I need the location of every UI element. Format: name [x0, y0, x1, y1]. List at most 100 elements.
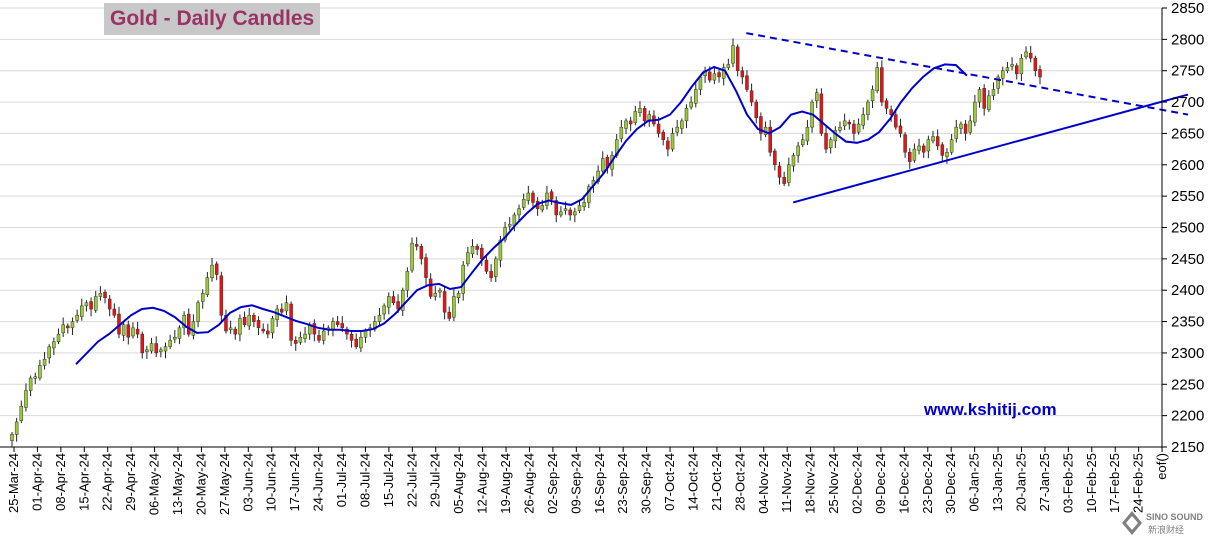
- candle-down: [484, 259, 489, 272]
- x-tick-label: 20-Jan-25: [1013, 453, 1028, 512]
- candle-up: [633, 111, 638, 124]
- candle-up: [996, 76, 1000, 89]
- candle-up: [726, 64, 731, 68]
- candle-up: [47, 346, 51, 359]
- y-tick-label: 2700: [1171, 94, 1204, 111]
- y-tick-label: 2150: [1171, 439, 1204, 456]
- candle-up: [121, 324, 126, 336]
- x-tick-label: 16-Dec-24: [896, 453, 911, 514]
- candle-down: [921, 145, 926, 153]
- candle-down: [391, 296, 396, 304]
- x-tick-label: 04-Nov-24: [756, 453, 771, 514]
- candle-up: [494, 258, 498, 277]
- candle-up: [80, 305, 84, 317]
- candle-up: [1001, 70, 1005, 79]
- candle-up: [56, 333, 61, 342]
- candle-up: [731, 45, 735, 64]
- candle-down: [749, 90, 754, 103]
- candle-down: [447, 311, 451, 319]
- sma-line: [75, 63, 968, 365]
- x-tick-label: 10-Feb-25: [1084, 453, 1099, 513]
- candle-up: [400, 289, 405, 311]
- x-tick-label: 22-Jul-24: [404, 453, 419, 507]
- candle-up: [238, 318, 242, 335]
- x-tick-label: 29-Jul-24: [428, 453, 443, 507]
- candle-down: [935, 136, 940, 147]
- x-tick-label: 08-Apr-24: [53, 453, 68, 511]
- candle-up: [1010, 64, 1014, 67]
- candle-up: [433, 293, 438, 297]
- x-tick-label: 28-Oct-24: [732, 453, 747, 511]
- candle-down: [889, 109, 893, 115]
- y-tick-label: 2350: [1171, 314, 1204, 331]
- candle-down: [289, 303, 293, 341]
- candle-up: [801, 139, 805, 145]
- x-tick-label: 22-Apr-24: [100, 453, 115, 511]
- candle-up: [949, 139, 954, 153]
- candle-up: [503, 227, 507, 241]
- candle-up: [545, 192, 549, 206]
- candle-up: [842, 120, 847, 127]
- candle-up: [168, 340, 172, 347]
- candle-down: [754, 101, 759, 118]
- candle-up: [200, 293, 205, 302]
- x-tick-label: 23-Sep-24: [615, 453, 630, 514]
- candle-down: [489, 271, 493, 278]
- candle-down: [735, 46, 740, 71]
- candle-down: [666, 140, 670, 150]
- candle-down: [354, 338, 358, 347]
- candle-up: [596, 170, 600, 182]
- candle-up: [684, 108, 689, 122]
- candle-up: [973, 101, 977, 123]
- candle-down: [1014, 65, 1019, 75]
- x-tick-label: 20-May-24: [193, 453, 208, 515]
- candle-up: [987, 95, 991, 110]
- candle-down: [549, 191, 554, 200]
- candle-down: [661, 131, 665, 140]
- candle-up: [587, 186, 591, 203]
- candle-up: [84, 302, 89, 307]
- candle-up: [377, 315, 382, 322]
- y-tick-label: 2450: [1171, 251, 1204, 268]
- candle-down: [1033, 57, 1038, 71]
- x-tick-label: eof(): [1154, 453, 1169, 480]
- x-tick-label: 15-Apr-24: [76, 453, 91, 511]
- candle-up: [228, 327, 233, 330]
- candle-down: [880, 67, 884, 103]
- candle-down: [773, 150, 777, 166]
- lower-trendline: [792, 93, 1189, 204]
- candle-up: [331, 321, 335, 330]
- candle-up: [838, 126, 842, 131]
- candle-down: [419, 246, 424, 260]
- candle-up: [61, 324, 65, 334]
- candle-up: [19, 405, 24, 421]
- candle-up: [14, 421, 19, 435]
- candle-down: [1038, 69, 1042, 78]
- candle-up: [498, 239, 503, 261]
- candle-down: [112, 308, 117, 316]
- candle-up: [93, 296, 98, 311]
- y-tick-label: 2250: [1171, 376, 1204, 393]
- y-tick-label: 2750: [1171, 63, 1204, 80]
- candle-down: [349, 333, 354, 341]
- candle-up: [42, 358, 47, 366]
- candle-down: [66, 325, 70, 329]
- candle-up: [182, 315, 186, 329]
- candle-up: [856, 123, 861, 133]
- candle-up: [303, 333, 307, 339]
- candle-up: [540, 205, 545, 211]
- x-tick-label: 16-Sep-24: [592, 453, 607, 514]
- y-tick-label: 2650: [1171, 125, 1204, 142]
- candle-up: [284, 302, 289, 312]
- candle-up: [159, 349, 163, 352]
- candle-down: [396, 301, 400, 310]
- x-tick-label: 30-Dec-24: [943, 453, 958, 514]
- y-tick-label: 2200: [1171, 408, 1204, 425]
- y-tick-label: 2850: [1171, 0, 1204, 17]
- svg-text:SINO SOUND: SINO SOUND: [1146, 512, 1204, 522]
- candle-up: [787, 164, 791, 183]
- candle-down: [777, 165, 782, 178]
- candle-down: [531, 192, 535, 203]
- candle-up: [563, 208, 568, 211]
- x-tick-label: 21-Oct-24: [709, 453, 724, 511]
